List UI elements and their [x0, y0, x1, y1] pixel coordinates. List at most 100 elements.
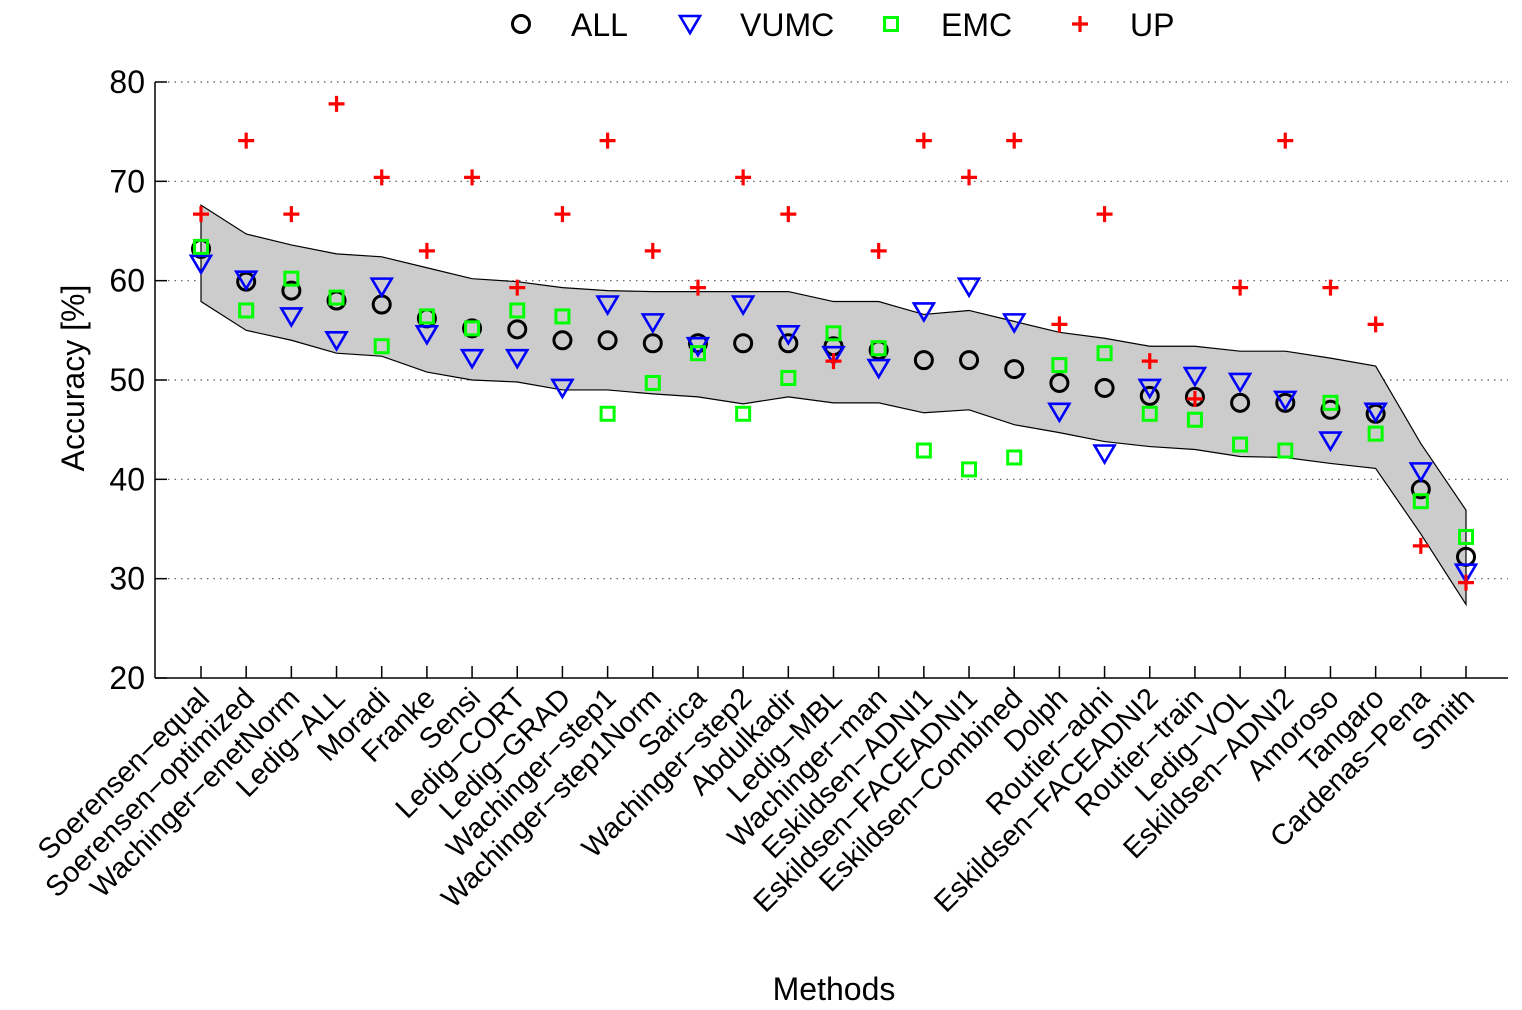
point-up — [1277, 132, 1294, 149]
point-up — [1367, 316, 1384, 333]
point-up — [328, 95, 345, 112]
point-vumc — [911, 302, 937, 324]
point-up — [283, 206, 300, 223]
series-emc — [193, 238, 1474, 545]
point-vumc — [1318, 431, 1343, 453]
legend-label: UP — [1130, 7, 1174, 43]
point-emc — [915, 442, 932, 459]
point-emc — [599, 405, 616, 422]
point-all — [733, 333, 754, 354]
point-emc — [238, 302, 255, 319]
point-all — [1139, 385, 1160, 406]
point-vumc — [595, 295, 620, 317]
point-emc — [328, 289, 345, 306]
point-vumc — [369, 277, 394, 299]
point-emc — [509, 302, 526, 319]
legend-item-up: UP — [1072, 7, 1174, 43]
point-emc — [1096, 345, 1113, 362]
point-emc — [870, 340, 887, 357]
point-vumc — [324, 330, 349, 352]
y-axis-ticks: 20 30 40 50 60 70 80 — [109, 64, 167, 696]
legend-marker — [511, 14, 531, 34]
y-axis-label: Accuracy [%] — [55, 285, 91, 472]
legend-item-all: ALL — [511, 7, 628, 43]
point-vumc — [866, 358, 891, 380]
point-all — [913, 350, 934, 371]
point-all — [281, 280, 302, 301]
point-emc — [825, 325, 842, 342]
legend-marker — [883, 16, 899, 32]
point-up — [1186, 390, 1203, 407]
point-vumc — [459, 348, 485, 370]
legend-label: ALL — [571, 7, 628, 43]
point-emc — [373, 338, 390, 355]
y-tick-label: 40 — [109, 461, 145, 497]
point-up — [1458, 574, 1474, 591]
data-marks — [188, 95, 1479, 591]
point-vumc — [1453, 563, 1479, 585]
point-up — [599, 132, 616, 149]
point-all — [1094, 377, 1115, 398]
point-up — [554, 206, 571, 223]
legend-item-emc: EMC — [883, 7, 1012, 43]
point-vumc — [1001, 313, 1027, 334]
point-vumc — [188, 254, 214, 276]
point-up — [1412, 537, 1429, 554]
point-emc — [1367, 425, 1384, 442]
point-all — [642, 333, 663, 354]
point-up — [961, 169, 978, 186]
point-vumc — [640, 313, 666, 334]
point-up — [464, 169, 481, 186]
y-tick-label: 70 — [109, 163, 145, 199]
point-emc — [283, 270, 300, 287]
legend-marker — [1072, 16, 1088, 32]
point-up — [780, 206, 797, 223]
legend-label: EMC — [941, 7, 1012, 43]
point-up — [509, 279, 526, 296]
point-all — [462, 318, 483, 339]
point-up — [1322, 279, 1339, 296]
series-all — [191, 238, 1476, 567]
point-emc — [193, 238, 209, 255]
point-vumc — [730, 295, 756, 317]
point-all — [1230, 392, 1251, 413]
point-vumc — [776, 325, 801, 346]
point-up — [689, 279, 706, 296]
point-emc — [1051, 357, 1068, 374]
point-up — [1141, 353, 1158, 370]
point-all — [959, 350, 980, 371]
point-all — [778, 333, 799, 354]
point-vumc — [1047, 402, 1072, 424]
point-up — [238, 132, 255, 149]
point-vumc — [550, 378, 575, 400]
legend-item-vumc: VUMC — [677, 7, 834, 43]
point-all — [597, 330, 618, 351]
point-vumc — [414, 325, 440, 346]
point-vumc — [1363, 402, 1388, 424]
point-up — [870, 242, 887, 259]
point-all — [552, 330, 573, 351]
point-up — [193, 206, 209, 223]
point-vumc — [1273, 390, 1298, 412]
point-vumc — [279, 307, 304, 328]
point-up — [373, 169, 390, 186]
point-emc — [1412, 493, 1429, 510]
point-up — [915, 132, 932, 149]
point-vumc — [1137, 378, 1163, 400]
point-vumc — [1408, 462, 1434, 483]
point-up — [1051, 316, 1068, 333]
point-emc — [689, 345, 706, 362]
x-axis-label: Methods — [773, 971, 896, 1007]
point-emc — [464, 320, 481, 337]
point-emc — [418, 308, 435, 325]
legend-marker — [677, 14, 703, 36]
point-up — [735, 169, 752, 186]
point-emc — [644, 374, 661, 391]
point-all — [507, 319, 528, 340]
point-emc — [1141, 405, 1158, 422]
point-emc — [735, 405, 752, 422]
point-emc — [1322, 394, 1339, 411]
point-up — [1006, 132, 1023, 149]
point-emc — [1458, 528, 1474, 545]
